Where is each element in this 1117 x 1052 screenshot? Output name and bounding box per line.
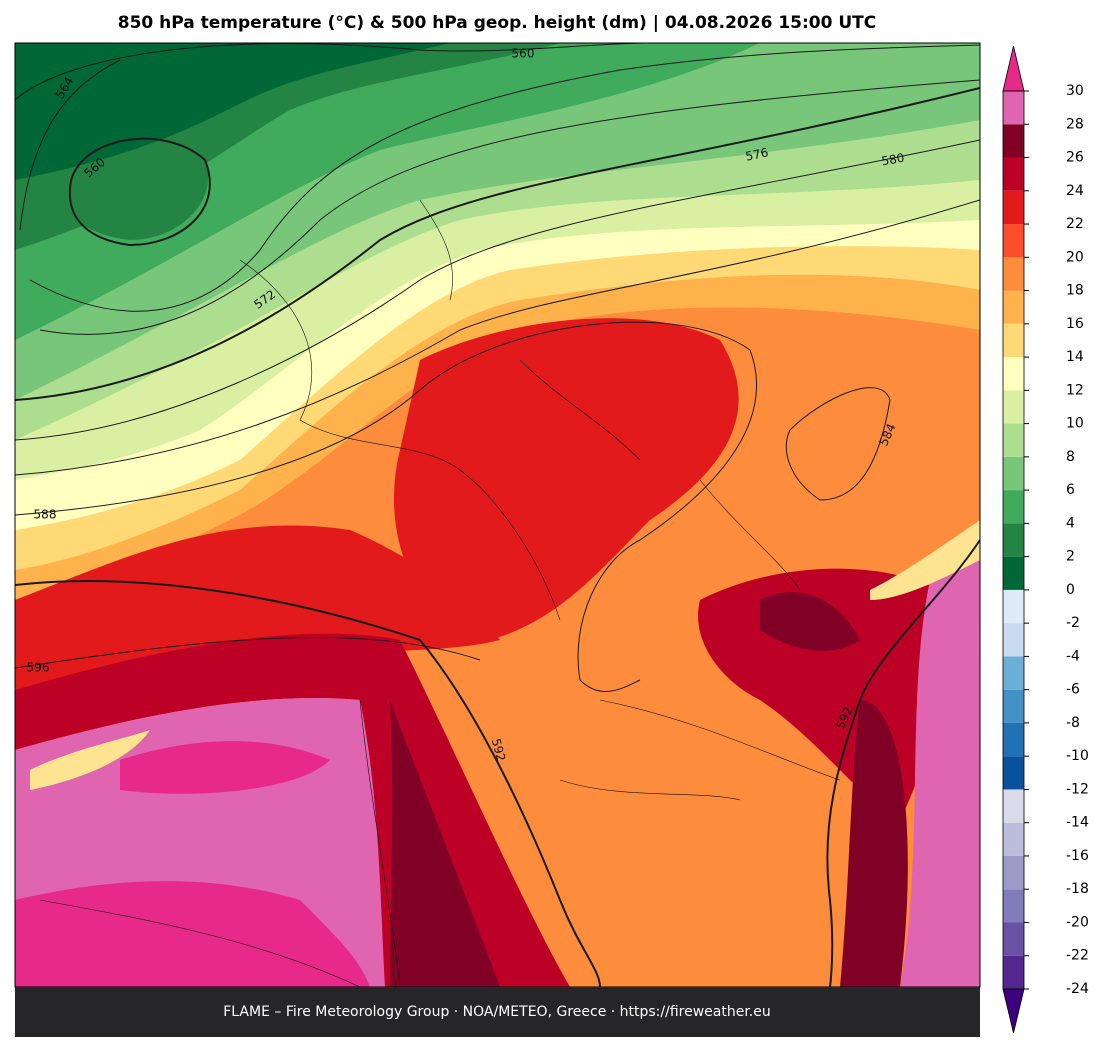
footer-text: FLAME – Fire Meteorology Group · NOA/MET… (223, 1004, 771, 1020)
contour-label: 592 (489, 737, 508, 763)
colorbar-band (1003, 224, 1024, 258)
colorbar-band (1003, 290, 1024, 324)
colorbar-tick-label: -20 (1066, 914, 1089, 930)
contour-label: 580 (880, 151, 905, 169)
colorbar-band (1003, 922, 1024, 956)
colorbar-band (1003, 589, 1024, 624)
map (15, 43, 980, 987)
colorbar-tick-label: 24 (1066, 183, 1084, 199)
zone (15, 741, 370, 987)
colorbar-band (1003, 91, 1024, 125)
colorbar-tick-label: 20 (1066, 249, 1084, 265)
colorbar-frame (1002, 90, 1025, 990)
colorbar-tick-label: -24 (1066, 981, 1089, 997)
colorbar-band (1003, 722, 1024, 757)
colorbar-extension-under (1002, 988, 1025, 1034)
zone (15, 43, 450, 180)
colorbar-band (1003, 689, 1024, 723)
colorbar-band (1003, 124, 1024, 158)
colorbar-tick-label: 26 (1066, 150, 1084, 166)
colorbar-band (1003, 257, 1024, 291)
colorbar-band (1003, 623, 1024, 657)
colorbar-band (1003, 756, 1024, 790)
colorbar-tick-label: 14 (1066, 349, 1084, 365)
colorbar-band (1003, 955, 1024, 989)
colorbar-band (1003, 357, 1024, 391)
colorbar-band (1003, 855, 1024, 890)
colorbar-band (1003, 889, 1024, 923)
colorbar-band (1003, 523, 1024, 557)
colorbar-extension-over (1002, 45, 1025, 92)
colorbar-tick-label: 30 (1066, 83, 1084, 99)
colorbar-tick-label: 8 (1066, 449, 1075, 465)
zone (390, 592, 908, 987)
colorbar-band (1003, 423, 1024, 457)
colorbar-band (1003, 789, 1024, 823)
colorbar-tick-label: -8 (1066, 715, 1080, 731)
zone (394, 318, 739, 640)
colorbar: -24-22-20-18-16-14-12-10-8-6-4-202468101… (1002, 45, 1089, 1034)
colorbar-tick-label: -6 (1066, 682, 1080, 698)
contour-label: 596 (27, 661, 50, 675)
colorbar-tick-label: 0 (1066, 582, 1075, 598)
colorbar-tick-label: -4 (1066, 648, 1080, 664)
colorbar-tick-label: -12 (1066, 781, 1089, 797)
contour-label: 576 (744, 145, 769, 163)
colorbar-tick-label: 16 (1066, 316, 1084, 332)
colorbar-tick-label: 12 (1066, 382, 1084, 398)
colorbar-band (1003, 456, 1024, 491)
colorbar-tick-label: -14 (1066, 815, 1089, 831)
colorbar-band (1003, 323, 1024, 358)
colorbar-band (1003, 157, 1024, 191)
colorbar-tick-label: 4 (1066, 515, 1075, 531)
colorbar-tick-label: -2 (1066, 615, 1080, 631)
colorbar-tick-label: -22 (1066, 948, 1089, 964)
colorbar-band (1003, 656, 1024, 690)
contour-label: 588 (34, 508, 57, 522)
colorbar-band (1003, 190, 1024, 225)
colorbar-tick-label: 28 (1066, 116, 1084, 132)
colorbar-tick-label: -16 (1066, 848, 1089, 864)
colorbar-band (1003, 556, 1024, 590)
zone (900, 560, 980, 987)
colorbar-tick-label: 18 (1066, 283, 1084, 299)
colorbar-tick-label: 2 (1066, 549, 1075, 565)
colorbar-band (1003, 390, 1024, 424)
contour-label: 560 (512, 47, 535, 61)
title: 850 hPa temperature (°C) & 500 hPa geop.… (118, 13, 877, 33)
colorbar-tick-label: -18 (1066, 881, 1089, 897)
colorbar-band (1003, 822, 1024, 856)
colorbar-tick-label: 6 (1066, 482, 1075, 498)
colorbar-band (1003, 490, 1024, 524)
zone (15, 525, 500, 700)
colorbar-tick-label: 10 (1066, 416, 1084, 432)
footer-bar (15, 987, 980, 1037)
colorbar-tick-label: 22 (1066, 216, 1084, 232)
colorbar-tick-label: -10 (1066, 748, 1089, 764)
